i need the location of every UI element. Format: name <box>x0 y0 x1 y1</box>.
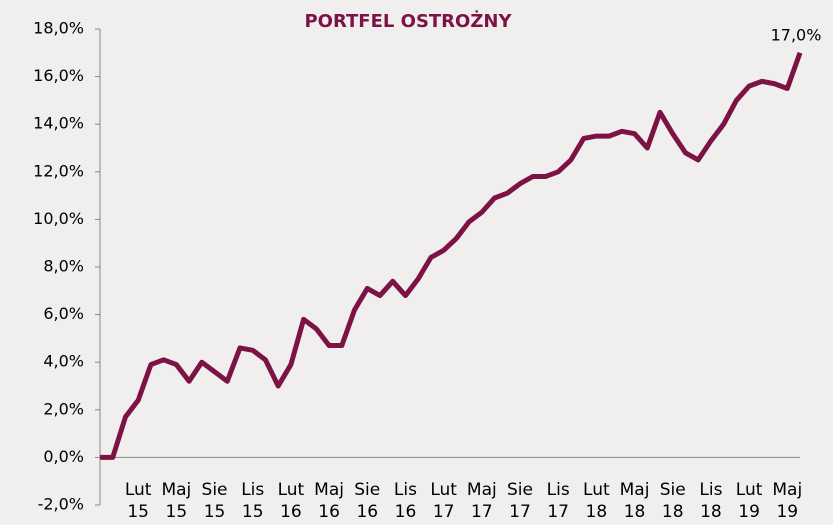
data-label: 17,0% <box>771 25 822 44</box>
x-tick-label: Maj 19 <box>772 480 802 522</box>
x-tick-label: Lis 15 <box>241 480 264 522</box>
y-tick-label: 4,0% <box>43 352 84 371</box>
y-tick-label: 14,0% <box>33 114 84 133</box>
x-tick-label: Sie 17 <box>507 480 533 522</box>
x-tick-label: Lut 19 <box>736 480 763 522</box>
y-tick-label: 12,0% <box>33 161 84 180</box>
x-tick-label: Sie 18 <box>660 480 686 522</box>
x-tick-label: Sie 16 <box>354 480 380 522</box>
y-tick-label: 2,0% <box>43 399 84 418</box>
y-tick-label: 6,0% <box>43 304 84 323</box>
chart-title: PORTFEL OSTROŻNY <box>304 10 512 32</box>
x-tick-label: Lis 16 <box>394 480 417 522</box>
x-tick-label: Lut 17 <box>430 480 457 522</box>
y-tick-label: -2,0% <box>38 495 84 514</box>
x-tick-label: Sie 15 <box>202 480 228 522</box>
x-tick-label: Lut 15 <box>125 480 152 522</box>
x-tick-label: Maj 15 <box>161 480 191 522</box>
x-tick-label: Lut 18 <box>583 480 610 522</box>
line <box>100 51 803 460</box>
x-tick-label: Maj 18 <box>620 480 650 522</box>
x-tick-label: Lis 18 <box>699 480 722 522</box>
y-tick-label: 18,0% <box>33 19 84 38</box>
y-tick-label: 0,0% <box>43 447 84 466</box>
x-tick-label: Lis 17 <box>547 480 570 522</box>
y-tick-label: 16,0% <box>33 66 84 85</box>
x-tick-label: Lut 16 <box>278 480 305 522</box>
x-tick-label: Maj 17 <box>467 480 497 522</box>
y-tick-label: 8,0% <box>43 257 84 276</box>
x-tick-label: Maj 16 <box>314 480 344 522</box>
y-tick-label: 10,0% <box>33 209 84 228</box>
